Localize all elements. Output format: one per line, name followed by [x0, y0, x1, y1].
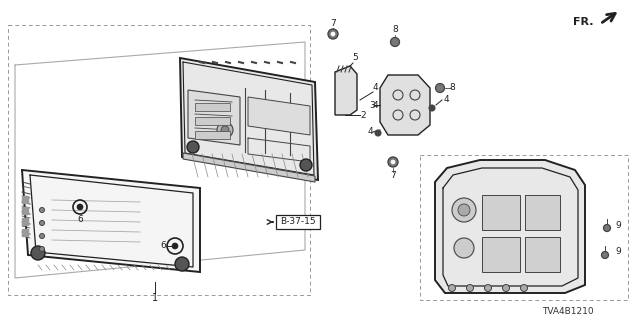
Polygon shape: [335, 66, 357, 115]
Circle shape: [602, 252, 609, 259]
Text: 4: 4: [372, 84, 378, 92]
Text: 9: 9: [615, 247, 621, 257]
Circle shape: [520, 284, 527, 292]
Circle shape: [502, 284, 509, 292]
Text: 7: 7: [330, 19, 336, 28]
Polygon shape: [525, 195, 560, 230]
Circle shape: [429, 105, 435, 111]
Text: 6: 6: [160, 242, 166, 251]
Circle shape: [391, 160, 395, 164]
Text: TVA4B1210: TVA4B1210: [542, 308, 594, 316]
Text: 2: 2: [360, 110, 366, 119]
Bar: [195, 117, 230, 125]
Text: 6: 6: [77, 214, 83, 223]
Text: 9: 9: [615, 220, 621, 229]
Circle shape: [484, 284, 492, 292]
Text: 1: 1: [152, 293, 158, 303]
Polygon shape: [380, 75, 430, 135]
Circle shape: [187, 141, 199, 153]
Text: 5: 5: [352, 53, 358, 62]
Text: B-37-15: B-37-15: [280, 218, 316, 227]
Circle shape: [221, 126, 229, 134]
Text: 3: 3: [369, 100, 375, 109]
Circle shape: [390, 37, 399, 46]
Bar: [195, 103, 230, 111]
Circle shape: [331, 32, 335, 36]
Polygon shape: [525, 237, 560, 272]
Polygon shape: [180, 58, 318, 180]
Circle shape: [300, 159, 312, 171]
Circle shape: [77, 204, 83, 210]
Text: 4: 4: [372, 100, 378, 109]
Circle shape: [172, 243, 178, 249]
Circle shape: [454, 238, 474, 258]
Circle shape: [604, 225, 611, 231]
Bar: [22, 196, 28, 203]
Circle shape: [435, 84, 445, 92]
Circle shape: [217, 122, 233, 138]
Text: FR.: FR.: [573, 17, 593, 27]
Circle shape: [175, 257, 189, 271]
Polygon shape: [435, 160, 585, 293]
Polygon shape: [482, 195, 520, 230]
Bar: [22, 218, 28, 225]
Text: 4: 4: [367, 127, 373, 137]
Text: 4: 4: [443, 95, 449, 105]
Circle shape: [40, 220, 45, 226]
Polygon shape: [183, 153, 315, 182]
Bar: [22, 229, 28, 236]
Polygon shape: [22, 170, 200, 272]
Bar: [22, 207, 28, 214]
Circle shape: [452, 198, 476, 222]
Circle shape: [467, 284, 474, 292]
Circle shape: [388, 157, 398, 167]
FancyBboxPatch shape: [276, 215, 320, 229]
Circle shape: [31, 246, 45, 260]
Bar: [195, 131, 230, 139]
Polygon shape: [482, 237, 520, 272]
Circle shape: [40, 234, 45, 238]
Circle shape: [328, 29, 338, 39]
Text: 7: 7: [390, 171, 396, 180]
Circle shape: [40, 207, 45, 212]
Circle shape: [458, 204, 470, 216]
Circle shape: [40, 246, 45, 252]
Text: 8: 8: [392, 26, 398, 35]
Circle shape: [375, 130, 381, 136]
Circle shape: [449, 284, 456, 292]
Text: 8: 8: [449, 84, 455, 92]
Polygon shape: [248, 97, 310, 135]
Polygon shape: [188, 90, 240, 145]
